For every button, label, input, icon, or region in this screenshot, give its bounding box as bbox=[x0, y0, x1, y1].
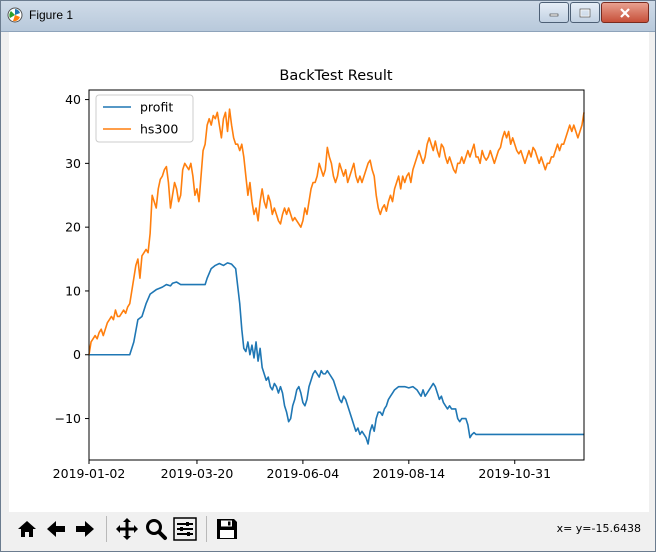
title-bar[interactable]: Figure 1 bbox=[1, 1, 655, 32]
configure-subplots-icon bbox=[173, 517, 197, 541]
maximize-icon bbox=[579, 8, 591, 17]
x-tick-label: 2019-06-04 bbox=[267, 466, 340, 481]
close-button[interactable] bbox=[601, 2, 649, 23]
x-tick-label: 2019-10-31 bbox=[478, 466, 551, 481]
axes-frame bbox=[88, 89, 585, 461]
legend: profit hs300 bbox=[95, 94, 194, 143]
matplotlib-app-icon bbox=[7, 7, 23, 23]
zoom-icon bbox=[146, 519, 167, 540]
configure-subplots-button[interactable] bbox=[171, 515, 199, 543]
legend-label-profit: profit bbox=[140, 100, 173, 115]
series-line-hs300 bbox=[88, 108, 585, 355]
pan-icon bbox=[116, 518, 138, 540]
navigation-toolbar: x= y=-15.6438 bbox=[9, 512, 649, 547]
back-button[interactable] bbox=[42, 515, 70, 543]
y-tick-label: 20 bbox=[65, 220, 81, 235]
forward-icon bbox=[76, 521, 94, 537]
forward-button[interactable] bbox=[71, 515, 99, 543]
x-tick-label: 2019-01-02 bbox=[53, 466, 126, 481]
series-line-profit bbox=[89, 262, 584, 445]
figure-canvas[interactable]: BackTest Result −10 0 10 20 30 40 2019-01-02 20… bbox=[9, 32, 649, 512]
back-icon bbox=[47, 521, 65, 537]
chart-title: BackTest Result bbox=[279, 68, 392, 84]
y-tick-label: 10 bbox=[65, 283, 81, 298]
home-button[interactable] bbox=[13, 515, 41, 543]
toolbar-separator bbox=[206, 516, 207, 542]
y-tick-label: 30 bbox=[65, 156, 81, 171]
minimize-button[interactable] bbox=[539, 2, 569, 23]
close-icon bbox=[620, 7, 630, 18]
y-tick-label: 0 bbox=[73, 347, 81, 362]
save-icon bbox=[217, 519, 237, 539]
minimize-icon bbox=[549, 13, 559, 16]
y-tick-label: 40 bbox=[65, 92, 81, 107]
line-chart: BackTest Result −10 0 10 20 30 40 2019-01-02 20… bbox=[53, 68, 585, 481]
home-icon bbox=[18, 521, 36, 537]
zoom-button[interactable] bbox=[142, 515, 170, 543]
toolbar-separator bbox=[106, 516, 107, 542]
window-title: Figure 1 bbox=[29, 8, 74, 22]
legend-label-hs300: hs300 bbox=[140, 122, 178, 137]
save-button[interactable] bbox=[213, 515, 241, 543]
coordinate-readout: x= y=-15.6438 bbox=[556, 522, 641, 535]
pan-button[interactable] bbox=[113, 515, 141, 543]
x-tick-label: 2019-08-14 bbox=[372, 466, 445, 481]
maximize-button[interactable] bbox=[570, 2, 600, 23]
y-tick-label: −10 bbox=[55, 411, 81, 426]
x-tick-label: 2019-03-20 bbox=[161, 466, 234, 481]
